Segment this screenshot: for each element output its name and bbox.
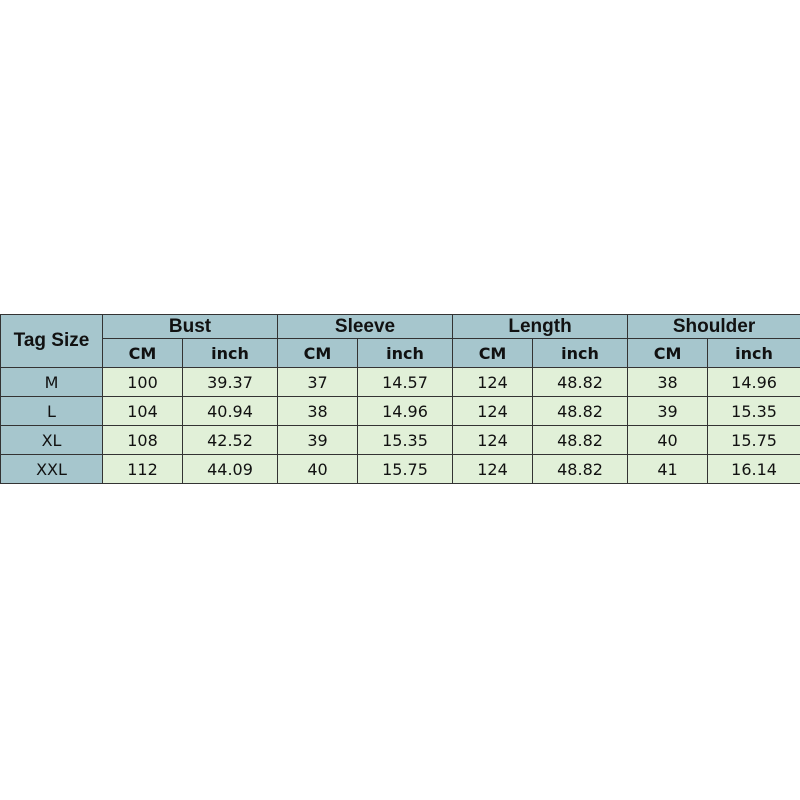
length-header: Length xyxy=(452,314,629,339)
value-cell: 48.82 xyxy=(532,454,629,484)
unit-header-cm: CM xyxy=(102,338,183,368)
table-row: XXL 112 44.09 40 15.75 124 48.82 41 16.14 xyxy=(0,454,800,484)
value-cell: 48.82 xyxy=(532,396,629,426)
unit-header-cm: CM xyxy=(277,338,359,368)
sleeve-header: Sleeve xyxy=(277,314,454,339)
value-cell: 39 xyxy=(627,396,709,426)
value-cell: 124 xyxy=(452,396,534,426)
size-cell: L xyxy=(0,396,103,426)
value-cell: 124 xyxy=(452,367,534,397)
value-cell: 124 xyxy=(452,425,534,455)
value-cell: 38 xyxy=(277,396,359,426)
value-cell: 48.82 xyxy=(532,367,629,397)
size-cell: XXL xyxy=(0,454,103,484)
value-cell: 124 xyxy=(452,454,534,484)
value-cell: 48.82 xyxy=(532,425,629,455)
table-row: L 104 40.94 38 14.96 124 48.82 39 15.35 xyxy=(0,396,800,426)
bust-header: Bust xyxy=(101,314,279,339)
value-cell: 15.35 xyxy=(357,425,454,455)
value-cell: 38 xyxy=(627,367,709,397)
size-cell: M xyxy=(0,367,103,397)
value-cell: 40.94 xyxy=(181,396,279,426)
unit-header-inch: inch xyxy=(181,338,279,368)
size-cell: XL xyxy=(0,425,103,455)
value-cell: 15.75 xyxy=(707,425,800,455)
unit-header-cm: CM xyxy=(627,338,709,368)
tag-size-header: Tag Size xyxy=(0,314,103,368)
unit-header-cm: CM xyxy=(452,338,534,368)
unit-header-inch: inch xyxy=(357,338,454,368)
value-cell: 104 xyxy=(102,396,183,426)
value-cell: 108 xyxy=(102,425,183,455)
value-cell: 40 xyxy=(277,454,359,484)
value-cell: 40 xyxy=(627,425,709,455)
value-cell: 44.09 xyxy=(181,454,279,484)
value-cell: 112 xyxy=(102,454,183,484)
value-cell: 15.35 xyxy=(707,396,800,426)
value-cell: 14.96 xyxy=(357,396,454,426)
value-cell: 14.96 xyxy=(707,367,800,397)
unit-header-inch: inch xyxy=(707,338,800,368)
value-cell: 15.75 xyxy=(357,454,454,484)
size-chart-table: Tag Size Bust Sleeve Length Shoulder CM i… xyxy=(0,314,800,484)
value-cell: 39.37 xyxy=(181,367,279,397)
value-cell: 16.14 xyxy=(707,454,800,484)
value-cell: 14.57 xyxy=(357,367,454,397)
shoulder-header: Shoulder xyxy=(627,314,800,339)
value-cell: 37 xyxy=(277,367,359,397)
table-row: M 100 39.37 37 14.57 124 48.82 38 14.96 xyxy=(0,367,800,397)
unit-header-inch: inch xyxy=(532,338,629,368)
value-cell: 100 xyxy=(102,367,183,397)
value-cell: 39 xyxy=(277,425,359,455)
value-cell: 42.52 xyxy=(181,425,279,455)
value-cell: 41 xyxy=(627,454,709,484)
table-row: XL 108 42.52 39 15.35 124 48.82 40 15.75 xyxy=(0,425,800,455)
